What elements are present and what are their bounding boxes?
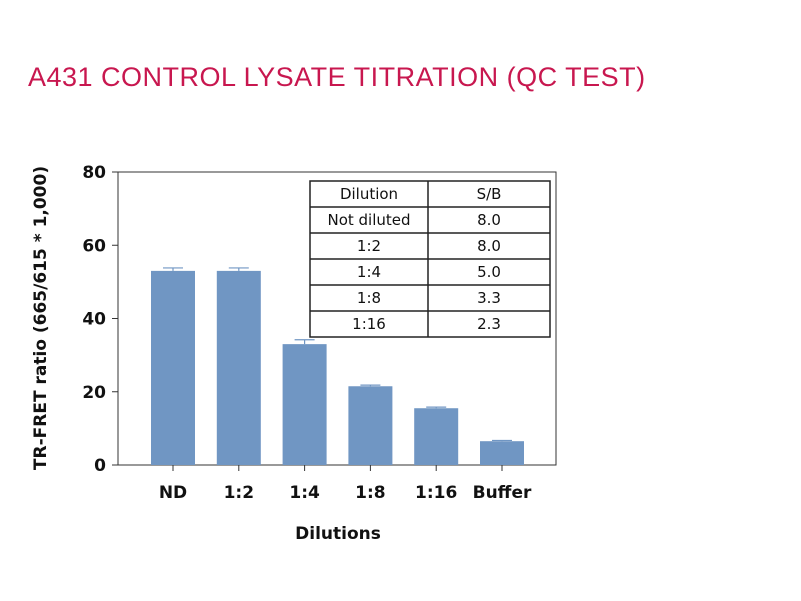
table-cell: 2.3 [477,315,501,333]
x-category-label: ND [159,483,187,503]
error-bars [163,267,512,442]
y-tick-label: 60 [82,236,106,256]
table-cell: 1:8 [357,289,381,307]
x-axis-label: Dilutions [295,524,381,544]
bar [216,270,261,465]
bars [151,270,524,465]
bar [151,270,195,465]
table-cell: 1:4 [357,263,381,281]
table-cell: 5.0 [477,263,501,281]
x-category-label: 1:16 [415,483,457,503]
sb-table: Dilution S/B Not diluted 8.0 1:2 8.0 1:4 5.0 1:8… [309,180,551,338]
bar [282,344,327,465]
table-cell: Not diluted [327,211,410,229]
x-category-labels: ND 1:2 1:4 1:8 1:16 Buffer [159,483,532,503]
y-tick-label: 20 [82,383,106,403]
y-tick-label: 40 [82,310,106,330]
bar [414,408,459,465]
y-axis-label: TR-FRET ratio (665/615 * 1,000) [31,166,51,470]
chart-title: A431 CONTROL LYSATE TITRATION (QC TEST) [28,62,646,92]
x-category-label: 1:8 [355,483,385,503]
table-cell: 1:16 [352,315,386,333]
table-cell: 3.3 [477,289,501,307]
y-tick-labels: 0 20 40 60 80 [82,163,106,476]
x-category-label: 1:4 [289,483,320,503]
table-cell: 8.0 [477,237,501,255]
x-category-label: Buffer [473,483,532,503]
table-cell: 8.0 [477,211,501,229]
y-tick-label: 0 [94,456,106,476]
table-cell: 1:2 [357,237,381,255]
bar [348,386,393,465]
bar [480,441,524,465]
axes [112,171,557,471]
x-category-label: 1:2 [224,483,254,503]
table-header: Dilution [340,185,398,203]
table-header: S/B [477,185,502,203]
y-tick-label: 80 [82,163,106,183]
